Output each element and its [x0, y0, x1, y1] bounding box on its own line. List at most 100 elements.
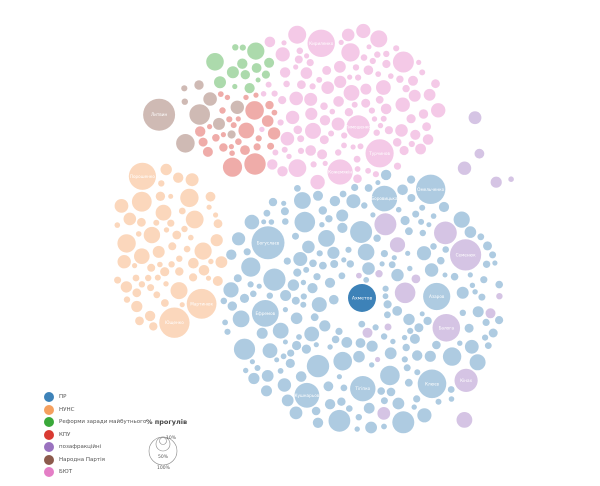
- bubble[interactable]: [319, 135, 329, 145]
- bubble[interactable]: [457, 340, 463, 346]
- bubble[interactable]: [337, 397, 346, 406]
- bubble[interactable]: [419, 311, 425, 317]
- bubble[interactable]: [355, 74, 362, 81]
- bubble[interactable]: [415, 143, 426, 155]
- bubble[interactable]: [392, 51, 414, 73]
- bubble[interactable]: [144, 310, 156, 322]
- bubble[interactable]: [407, 175, 416, 184]
- bubble[interactable]: [375, 95, 384, 104]
- bubble[interactable]: [300, 67, 313, 79]
- bubble[interactable]: [143, 98, 176, 131]
- bubble[interactable]: [123, 296, 131, 303]
- bubble[interactable]: [247, 281, 254, 288]
- bubble[interactable]: [370, 212, 376, 218]
- bubble[interactable]: [304, 92, 318, 106]
- bubble[interactable]: [319, 222, 325, 228]
- bubble[interactable]: [357, 243, 375, 261]
- bubble[interactable]: [408, 89, 421, 102]
- bubble[interactable]: [244, 153, 266, 175]
- bubble[interactable]: [395, 206, 402, 213]
- bubble[interactable]: [482, 318, 490, 326]
- bubble[interactable]: [300, 301, 307, 308]
- bubble[interactable]: [185, 210, 204, 229]
- bubble[interactable]: [163, 281, 169, 287]
- bubble[interactable]: [419, 204, 426, 211]
- bubble[interactable]: [424, 263, 439, 277]
- bubble[interactable]: [432, 340, 441, 350]
- bubble[interactable]: [301, 344, 311, 354]
- bubble[interactable]: [304, 53, 310, 59]
- bubble[interactable]: [323, 381, 334, 392]
- bubble[interactable]: [384, 311, 391, 319]
- bubble[interactable]: [372, 324, 379, 331]
- bubble[interactable]: [338, 39, 344, 46]
- bubble[interactable]: [412, 350, 423, 361]
- bubble[interactable]: [160, 267, 170, 277]
- bubble[interactable]: [377, 407, 391, 420]
- bubble[interactable]: [300, 293, 307, 300]
- bubble[interactable]: [195, 126, 206, 137]
- bubble[interactable]: [380, 333, 388, 340]
- bubble[interactable]: [411, 274, 421, 284]
- bubble[interactable]: [311, 297, 327, 313]
- bubble[interactable]: [243, 367, 249, 374]
- bubble[interactable]: [145, 274, 152, 282]
- bubble[interactable]: [472, 289, 478, 295]
- bubble[interactable]: [424, 350, 436, 362]
- bubble[interactable]: [435, 398, 442, 405]
- bubble[interactable]: [202, 146, 213, 157]
- bubble[interactable]: [478, 293, 486, 301]
- bubble[interactable]: [401, 334, 408, 341]
- bubble[interactable]: [230, 122, 237, 129]
- bubble[interactable]: [482, 334, 489, 341]
- bubble[interactable]: [406, 114, 416, 124]
- bubble[interactable]: [389, 237, 406, 253]
- bubble[interactable]: [454, 368, 478, 392]
- bubble[interactable]: [263, 268, 286, 291]
- bubble[interactable]: [409, 333, 420, 344]
- bubble[interactable]: [198, 265, 210, 276]
- bubble[interactable]: [186, 288, 217, 319]
- legend-item-byut[interactable]: БЮТ: [44, 467, 146, 478]
- bubble[interactable]: [380, 365, 400, 386]
- bubble[interactable]: [375, 180, 381, 186]
- bubble[interactable]: [245, 101, 264, 120]
- bubble[interactable]: [207, 124, 213, 130]
- bubble[interactable]: [288, 159, 307, 178]
- bubble[interactable]: [223, 282, 239, 298]
- bubble[interactable]: [464, 226, 477, 238]
- legend-item-kpu[interactable]: КПУ: [44, 429, 146, 441]
- bubble[interactable]: [363, 65, 374, 75]
- bubble[interactable]: [261, 370, 274, 382]
- bubble[interactable]: [138, 281, 146, 288]
- bubble[interactable]: [153, 219, 160, 226]
- bubble[interactable]: [268, 219, 275, 225]
- bubble[interactable]: [183, 245, 191, 253]
- bubble[interactable]: [275, 47, 290, 62]
- bubble[interactable]: [344, 108, 354, 117]
- bubble[interactable]: [287, 349, 295, 357]
- bubble[interactable]: [417, 408, 432, 423]
- bubble[interactable]: [380, 103, 392, 115]
- bubble[interactable]: [185, 173, 199, 187]
- bubble[interactable]: [412, 210, 420, 218]
- bubble[interactable]: [149, 322, 158, 331]
- bubble[interactable]: [350, 376, 376, 402]
- bubble[interactable]: [256, 327, 268, 339]
- bubble[interactable]: [365, 139, 394, 168]
- bubble[interactable]: [227, 301, 237, 311]
- bubble[interactable]: [442, 347, 462, 366]
- bubble[interactable]: [489, 251, 497, 259]
- bubble[interactable]: [307, 283, 318, 294]
- bubble[interactable]: [337, 222, 348, 233]
- bubble[interactable]: [173, 172, 184, 183]
- bubble[interactable]: [388, 261, 396, 269]
- bubble[interactable]: [132, 274, 140, 282]
- bubble[interactable]: [305, 122, 321, 139]
- bubble[interactable]: [356, 272, 362, 279]
- bubble[interactable]: [388, 73, 394, 79]
- bubble[interactable]: [375, 356, 381, 363]
- bubble[interactable]: [408, 140, 415, 148]
- bubble[interactable]: [380, 115, 387, 122]
- bubble[interactable]: [456, 412, 473, 428]
